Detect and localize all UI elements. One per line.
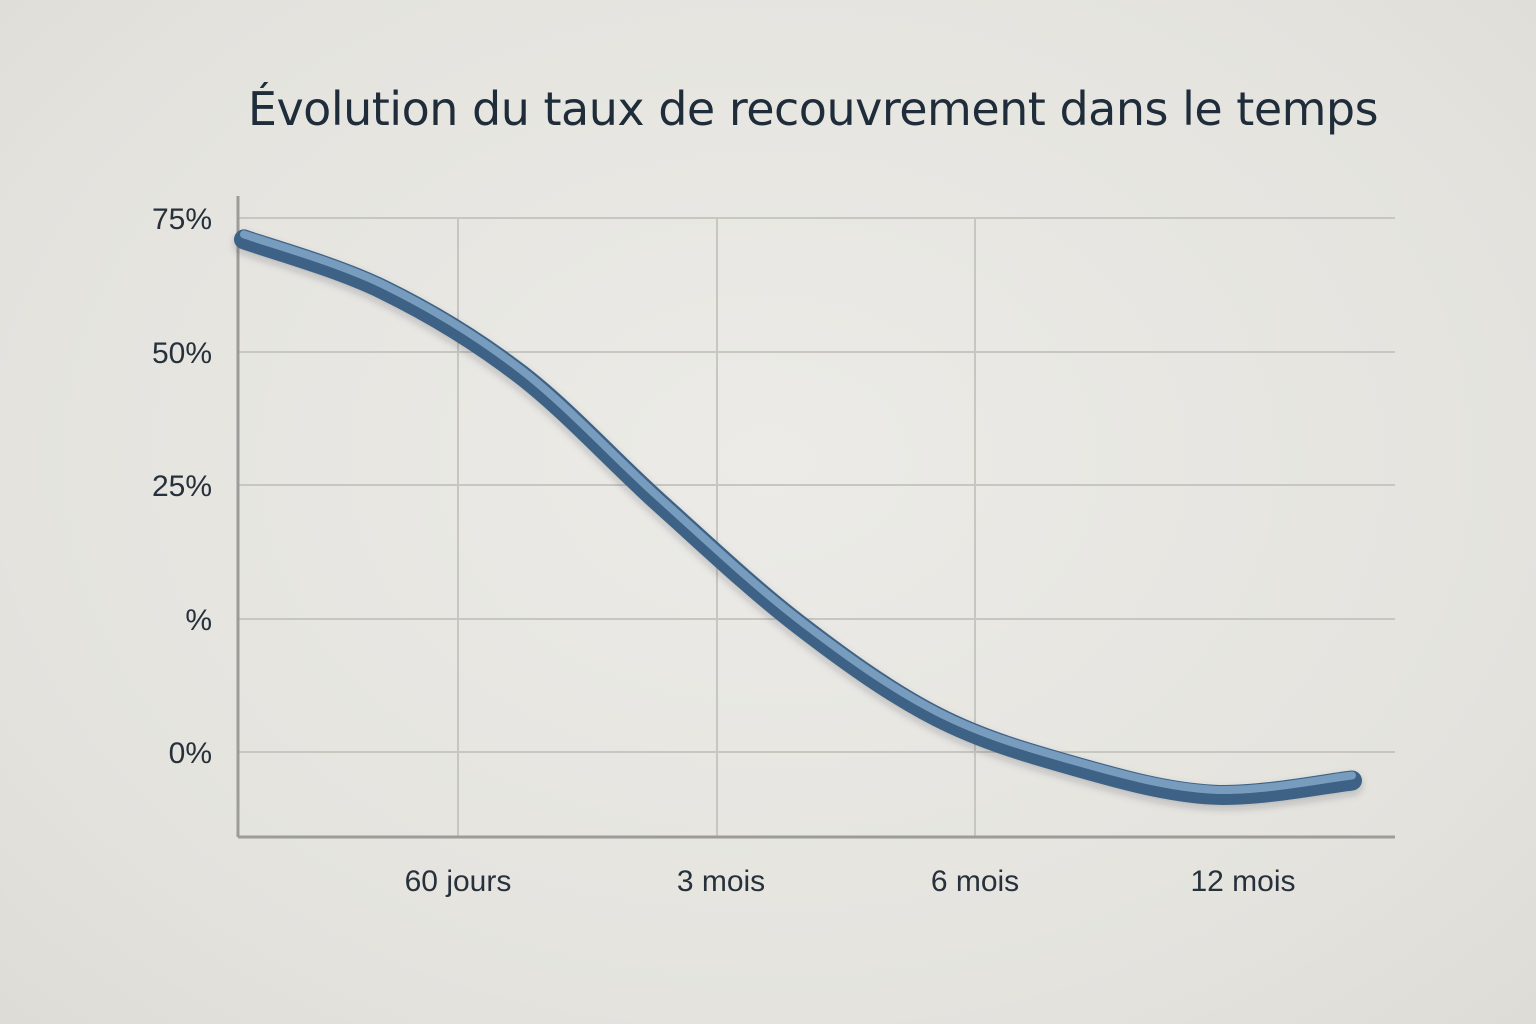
y-tick-label: 50%	[152, 337, 212, 370]
series-line-highlight	[240, 230, 1356, 794]
axes	[236, 196, 1395, 839]
x-tick-label: 6 mois	[931, 865, 1019, 898]
y-tick-label: %	[185, 604, 212, 637]
y-tick-label: 0%	[169, 737, 212, 770]
y-tick-label: 25%	[152, 470, 212, 503]
chart-title: Évolution du taux de recouvrement dans l…	[247, 82, 1379, 136]
y-tick-labels: 75% 50% 25%% 0%	[152, 203, 212, 770]
series-line	[234, 229, 1362, 805]
series-group	[234, 229, 1362, 805]
x-tick-label: 60 jours	[405, 865, 512, 898]
x-tick-labels: 60 jours 3 mois 6 mois 12 mois	[405, 865, 1296, 898]
x-tick-label: 3 mois	[677, 865, 765, 898]
x-tick-label: 12 mois	[1190, 865, 1295, 898]
y-tick-label: 75%	[152, 203, 212, 236]
grid	[238, 217, 1395, 837]
